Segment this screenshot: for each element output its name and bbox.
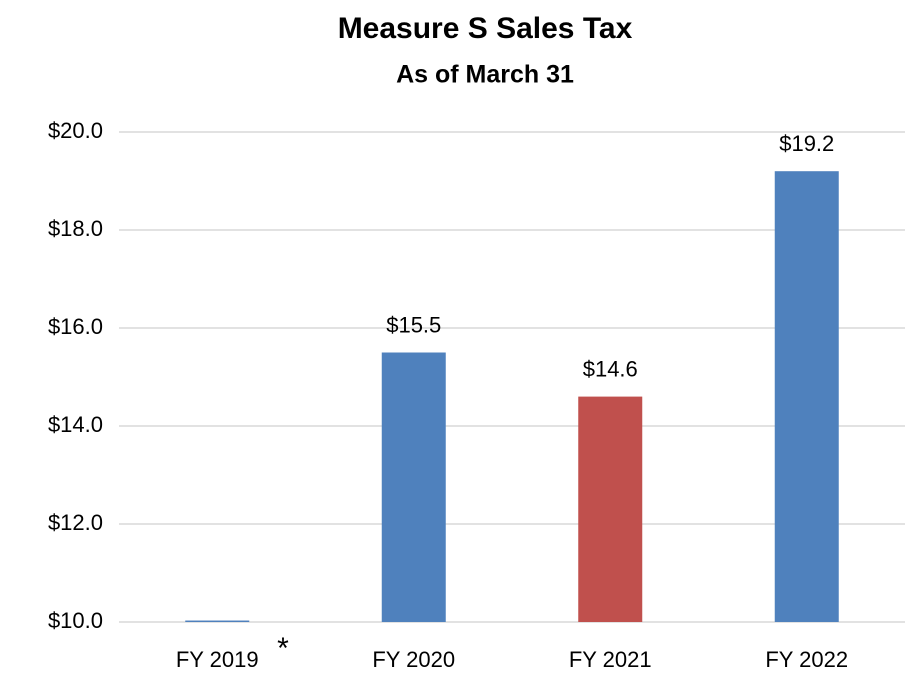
chart-subtitle: As of March 31	[396, 61, 574, 89]
bar	[578, 396, 643, 622]
bar	[381, 352, 446, 622]
x-tick-label: FY 2022	[765, 647, 848, 672]
y-tick-label: $16.0	[48, 314, 103, 339]
y-tick-label: $20.0	[48, 118, 103, 143]
chart-title: Measure S Sales Tax	[338, 12, 633, 45]
y-tick-label: $18.0	[48, 216, 103, 241]
x-tick-label: FY 2020	[372, 647, 455, 672]
y-tick-label: $12.0	[48, 510, 103, 535]
annotation: *	[277, 632, 289, 665]
y-tick-label: $14.0	[48, 412, 103, 437]
bar	[185, 620, 250, 622]
y-tick-label: $10.0	[48, 608, 103, 633]
x-tick-label: FY 2021	[569, 647, 652, 672]
value-label: $14.6	[583, 356, 638, 381]
x-tick-label: FY 2019	[176, 647, 259, 672]
value-label: $15.5	[386, 312, 441, 337]
value-label: $19.2	[779, 131, 834, 156]
bar	[774, 171, 839, 622]
